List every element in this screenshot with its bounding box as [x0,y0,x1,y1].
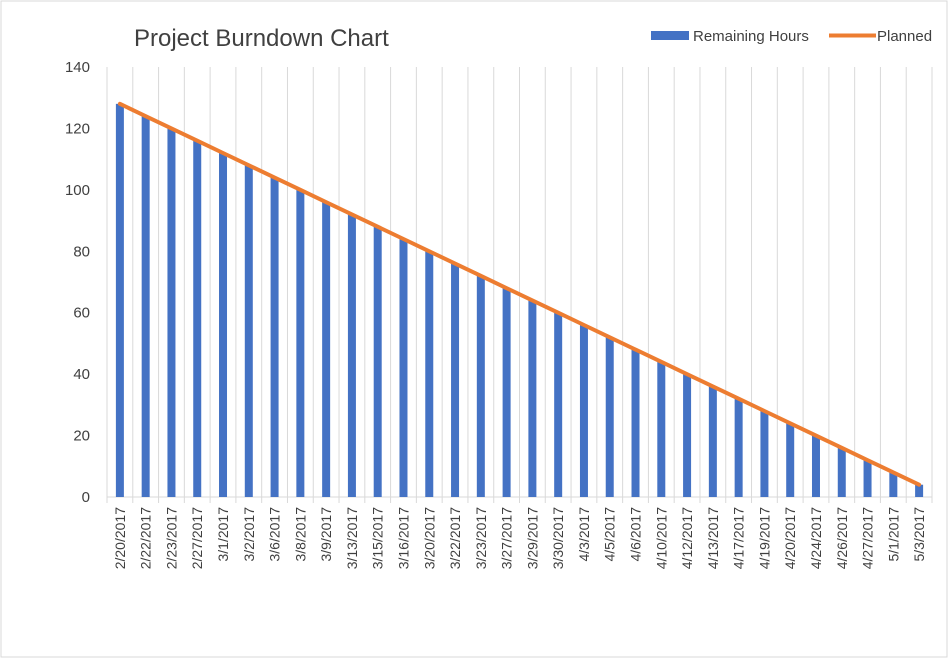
x-tick-label: 3/22/2017 [447,507,463,569]
gridlines [106,67,933,503]
bar [657,361,666,497]
bar [502,288,511,497]
bar [734,398,743,497]
bar [219,153,228,497]
bar [115,103,124,497]
bar [270,177,279,498]
bar [193,140,202,497]
x-tick-label: 3/16/2017 [395,507,411,569]
y-tick-label: 20 [73,428,90,445]
bar [631,349,640,497]
x-axis: 2/20/2017 2/22/2017 2/23/2017 2/27/2017 3/1/… [112,507,927,570]
planned-line [117,101,922,487]
x-tick-label: 4/10/2017 [653,507,669,569]
bar [915,484,924,497]
bar [837,447,846,497]
x-tick-label: 4/26/2017 [834,507,850,569]
bars [115,103,924,498]
x-tick-label: 3/9/2017 [318,507,334,562]
bar [708,386,717,497]
x-tick-label: 4/24/2017 [808,507,824,569]
bar [167,128,176,497]
y-tick-label: 120 [65,120,90,137]
bar [347,214,356,497]
x-tick-label: 3/20/2017 [421,507,437,569]
bar [141,116,150,498]
x-tick-label: 3/6/2017 [267,507,283,562]
bar [786,423,795,497]
bar [476,275,485,497]
y-tick-label: 0 [82,489,90,506]
x-tick-label: 2/27/2017 [189,507,205,569]
x-tick-label: 3/27/2017 [499,507,515,569]
y-tick-label: 140 [65,59,90,76]
x-tick-label: 3/2/2017 [241,507,257,562]
bar [296,189,305,497]
y-tick-label: 100 [65,182,90,199]
bar [760,411,769,497]
bar [811,435,820,497]
legend-label-remaining: Remaining Hours [693,28,809,45]
x-tick-label: 4/17/2017 [731,507,747,569]
bar [579,325,588,497]
bar [425,251,434,497]
x-tick-label: 3/30/2017 [550,507,566,569]
bar [605,337,614,497]
x-tick-label: 3/8/2017 [292,507,308,562]
bar [244,165,253,498]
legend-swatch-remaining [651,31,689,40]
x-tick-label: 4/5/2017 [602,507,618,562]
x-tick-label: 4/13/2017 [705,507,721,569]
x-tick-label: 4/20/2017 [782,507,798,569]
bar [399,239,408,497]
bar [322,202,331,497]
planned-line-group [117,101,922,487]
bar [889,472,898,497]
x-tick-label: 3/1/2017 [215,507,231,562]
bar [451,263,460,497]
bar [373,226,382,497]
x-tick-label: 4/27/2017 [860,507,876,569]
bar [554,312,563,497]
y-tick-label: 80 [73,243,90,260]
x-tick-label: 4/3/2017 [576,507,592,562]
bar [863,460,872,497]
x-tick-label: 5/3/2017 [911,507,927,562]
x-tick-label: 2/22/2017 [138,507,154,569]
legend-label-planned: Planned [877,28,932,45]
bar [528,300,537,497]
x-tick-label: 3/13/2017 [344,507,360,569]
x-tick-label: 4/19/2017 [756,507,772,569]
x-tick-label: 3/15/2017 [370,507,386,569]
x-tick-label: 5/1/2017 [885,507,901,562]
y-tick-label: 40 [73,366,90,383]
x-tick-label: 2/23/2017 [163,507,179,569]
y-axis: 0 20 40 60 80 100 120 140 [65,59,90,506]
x-tick-label: 4/12/2017 [679,507,695,569]
y-tick-label: 60 [73,305,90,322]
x-tick-label: 3/23/2017 [473,507,489,569]
x-tick-label: 3/29/2017 [524,507,540,569]
chart-title: Project Burndown Chart [134,25,389,52]
x-tick-label: 4/6/2017 [628,507,644,562]
x-tick-label: 2/20/2017 [112,507,128,569]
bar [683,374,692,497]
legend: Remaining Hours Planned [651,28,932,45]
